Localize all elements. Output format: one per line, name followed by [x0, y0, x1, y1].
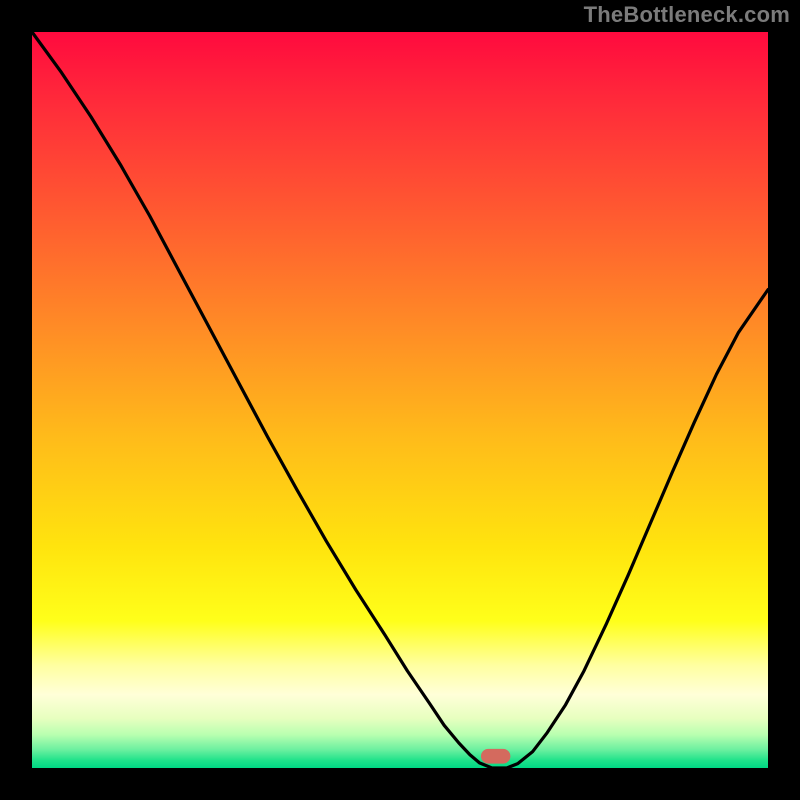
bottleneck-chart: [0, 0, 800, 800]
optimal-marker: [481, 749, 510, 764]
chart-frame: { "watermark": { "text": "TheBottleneck.…: [0, 0, 800, 800]
